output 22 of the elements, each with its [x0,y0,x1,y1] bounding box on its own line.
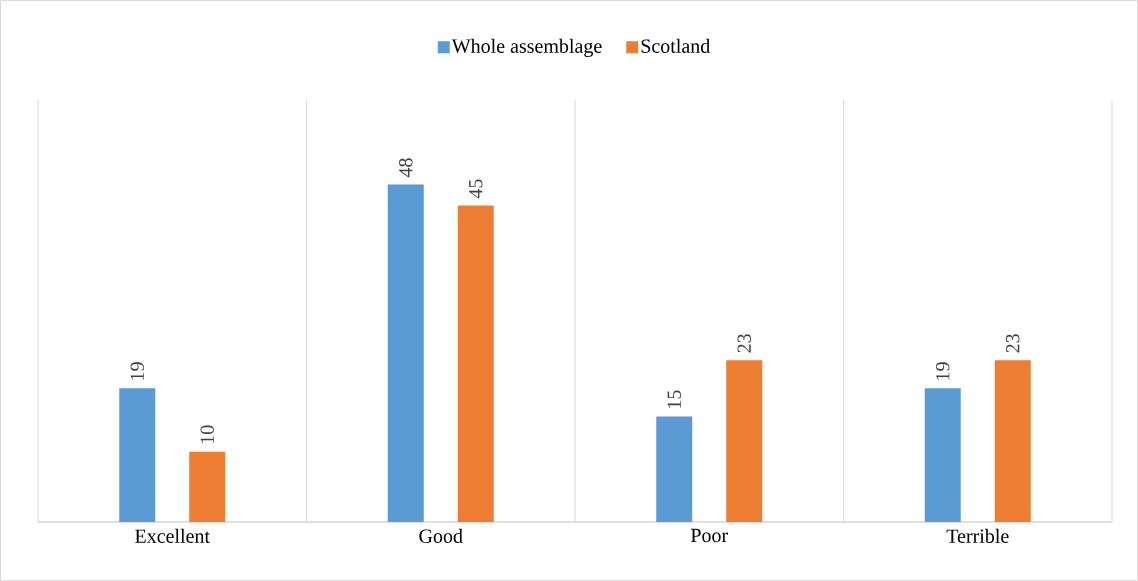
bar [994,360,1031,522]
data-label: 45 [469,179,483,199]
bar [656,416,693,522]
data-label: 10 [200,425,215,444]
bar [457,205,494,522]
bar [924,388,961,522]
bar [189,451,226,522]
bar [726,360,763,522]
data-label: 19 [936,362,950,380]
legend-label: Scotland [641,38,710,53]
x-tick-label: Terrible [946,528,1009,543]
x-tick-label: Good [419,528,463,543]
data-label: 15 [667,390,681,408]
bar [119,388,156,522]
x-tick-label: Poor [690,528,728,543]
x-tick-label: Excellent [135,528,210,543]
data-label: 23 [1006,334,1020,353]
bar [387,184,424,522]
legend-label: Whole assemblage [451,38,602,57]
data-label: 19 [130,362,144,380]
data-label: 48 [399,158,413,178]
data-label: 23 [737,334,751,353]
